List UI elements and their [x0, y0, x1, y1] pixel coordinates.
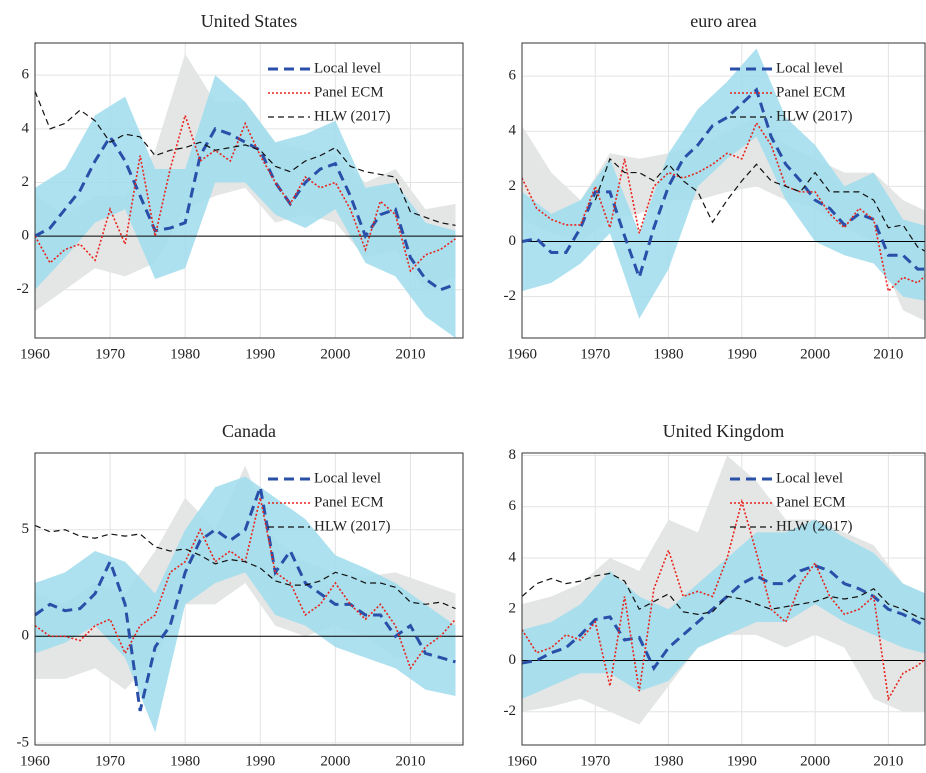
y-tick-label: -2 — [504, 288, 517, 304]
x-tick-label: 1990 — [727, 346, 757, 362]
plot-frame — [34, 452, 464, 746]
x-tick-label: 1990 — [245, 346, 275, 362]
y-tick-label: 0 — [509, 652, 517, 668]
x-tick-label: 1980 — [170, 346, 200, 362]
series-line — [35, 524, 456, 610]
series-line — [35, 126, 456, 292]
y-tick-label: 6 — [509, 498, 517, 514]
legend-label: Panel ECM — [776, 494, 846, 510]
legend-label: Panel ECM — [314, 84, 384, 100]
confidence-band — [35, 476, 456, 733]
plot-frame — [521, 452, 926, 746]
confidence-band — [522, 519, 925, 699]
legend-label: Local level — [314, 470, 381, 486]
series-line — [522, 87, 925, 283]
legend: Local level Panel ECM HLW (2017) — [268, 60, 391, 124]
x-tick-label: 1980 — [170, 753, 200, 769]
plot-area — [522, 455, 925, 725]
y-tick-label: -5 — [17, 734, 30, 750]
panel: 1960 1970 1980 1990 2000 2010 -2 0 2 4 6 8 United Ki… — [504, 421, 926, 769]
legend-label: HLW (2017) — [314, 108, 391, 124]
x-tick-label: 1980 — [654, 753, 684, 769]
y-tick-label: 4 — [509, 123, 517, 139]
confidence-band — [35, 75, 456, 338]
y-tick-label: 2 — [22, 174, 30, 190]
x-tick-label: 2010 — [873, 753, 903, 769]
legend-label: HLW (2017) — [314, 518, 391, 534]
y-tick-label: 4 — [22, 120, 30, 136]
x-tick-label: 1970 — [580, 346, 610, 362]
series-line — [35, 481, 456, 712]
legend: Local level Panel ECM HLW (2017) — [730, 470, 853, 534]
x-tick-label: 1970 — [580, 753, 610, 769]
legend-label: HLW (2017) — [776, 108, 853, 124]
y-tick-label: -2 — [504, 703, 517, 719]
y-tick-label: 8 — [509, 447, 517, 463]
x-tick-label: 1980 — [654, 346, 684, 362]
panel: 1960 1970 1980 1990 2000 2010 -5 0 5 Canada Local … — [17, 421, 464, 769]
x-tick-label: 1970 — [95, 753, 125, 769]
legend-label: HLW (2017) — [776, 518, 853, 534]
x-tick-label: 1990 — [727, 753, 757, 769]
y-tick-label: 2 — [509, 601, 517, 617]
y-tick-label: 0 — [22, 228, 30, 244]
series-line — [594, 157, 925, 252]
x-tick-label: 1960 — [20, 753, 50, 769]
legend-label: Local level — [776, 60, 843, 76]
legend-label: Panel ECM — [776, 84, 846, 100]
x-tick-label: 1960 — [20, 346, 50, 362]
chart-title: United States — [201, 11, 298, 31]
chart-title: Canada — [222, 421, 276, 441]
y-tick-label: 0 — [509, 233, 517, 249]
y-tick-label: 6 — [509, 68, 517, 84]
x-tick-label: 2010 — [873, 346, 903, 362]
x-tick-label: 2010 — [395, 346, 425, 362]
plot-frame — [521, 42, 926, 339]
confidence-band — [35, 53, 456, 312]
legend: Local level Panel ECM HLW (2017) — [730, 60, 853, 124]
confidence-band — [522, 48, 925, 319]
legend-label: Local level — [776, 470, 843, 486]
x-tick-label: 2000 — [800, 346, 830, 362]
y-tick-label: 4 — [509, 549, 517, 565]
series-line — [35, 91, 456, 226]
series-line — [522, 121, 925, 293]
legend-label: Local level — [314, 60, 381, 76]
x-tick-label: 1960 — [507, 753, 537, 769]
y-tick-label: 0 — [22, 628, 30, 644]
y-tick-label: 2 — [509, 178, 517, 194]
y-tick-label: -2 — [17, 281, 30, 297]
panel: 1960 1970 1980 1990 2000 2010 -2 0 2 4 6 United Sta… — [17, 11, 464, 362]
legend-label: Panel ECM — [314, 494, 384, 510]
x-tick-label: 2000 — [320, 346, 350, 362]
chart-title: euro area — [690, 11, 756, 31]
chart-title: United Kingdom — [663, 421, 785, 441]
x-tick-label: 1960 — [507, 346, 537, 362]
plot-frame — [34, 42, 464, 339]
x-tick-label: 2010 — [395, 753, 425, 769]
x-tick-label: 2000 — [800, 753, 830, 769]
y-tick-label: 6 — [22, 67, 30, 83]
y-tick-label: 5 — [22, 521, 30, 537]
x-tick-label: 1990 — [245, 753, 275, 769]
plot-area — [35, 53, 463, 338]
plot-area — [522, 48, 925, 321]
legend: Local level Panel ECM HLW (2017) — [268, 470, 391, 534]
series-line — [522, 498, 925, 702]
panel: 1960 1970 1980 1990 2000 2010 -2 0 2 4 6 euro area L… — [504, 11, 926, 362]
x-tick-label: 2000 — [320, 753, 350, 769]
x-tick-label: 1970 — [95, 346, 125, 362]
plot-area — [35, 465, 463, 733]
series-line — [522, 572, 925, 621]
series-line — [35, 112, 456, 273]
